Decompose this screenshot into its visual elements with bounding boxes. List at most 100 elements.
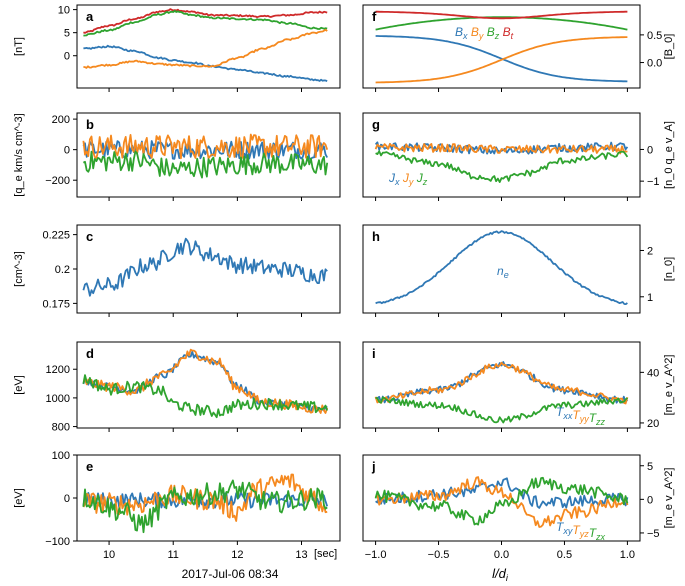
series-line-Tzz <box>375 396 628 424</box>
legend-sub: y <box>478 31 484 41</box>
y-tick-label: 0 <box>64 51 70 63</box>
series-line-Bt <box>83 28 328 69</box>
series-line-Txx <box>375 361 629 404</box>
legend-sub: y <box>408 177 414 187</box>
legend-entry-Tyy: T <box>572 408 581 422</box>
legend-entry-Tyz: T <box>572 523 581 537</box>
series-line-Bz <box>375 16 628 31</box>
panel-label: i <box>372 346 376 361</box>
y-axis-label: [eV] <box>13 488 25 508</box>
y-tick-label: 10 <box>58 5 70 17</box>
legend-entry-Txy: T <box>556 520 565 534</box>
y-tick-label: −100 <box>45 536 70 548</box>
legend-entry-By: B <box>471 25 479 39</box>
panel-f: 0.0 0.5 [B_0] f Bx By Bz Bt <box>362 4 675 92</box>
y-tick-label: 0 <box>64 493 70 505</box>
series-line-Tzx <box>374 476 629 526</box>
panel-label: g <box>372 117 380 132</box>
y-tick-label: 1200 <box>46 364 70 376</box>
x-tick-label: 1.0 <box>620 549 635 561</box>
panel-h: 1 2 [n_0] h ne <box>362 224 675 317</box>
y-tick-label: 0.175 <box>42 298 70 310</box>
legend-sub: t <box>511 31 514 41</box>
panel-e: −100 0 100 10 11 12 13 [eV] e <box>13 450 341 561</box>
panel-label: b <box>86 117 94 132</box>
y-axis-label: [eV] <box>13 375 25 395</box>
series-line-Tyz <box>374 476 629 528</box>
legend-entry-Bt: B <box>503 25 511 39</box>
panel-label: h <box>372 229 380 244</box>
axes-frame <box>76 341 341 429</box>
series-line-Tzx <box>82 479 328 534</box>
x-tick-label: 10 <box>103 549 115 561</box>
legend-entry-Tzz: T <box>589 411 598 425</box>
series-line-Tyz <box>82 473 328 522</box>
axes-frame <box>76 112 341 198</box>
legend-entry-Jz: J <box>416 171 424 185</box>
series-line-Jx <box>82 140 328 160</box>
panel-b: −200 0 200 [q_e km/s cm^-3] b <box>13 112 341 201</box>
panel-label: j <box>371 459 376 474</box>
y-tick-label: 1000 <box>46 393 70 405</box>
y-tick-label: 800 <box>52 422 70 434</box>
series-line-By <box>375 36 628 84</box>
series-line-By <box>83 10 328 37</box>
legend: Jx Jy Jz <box>388 171 428 187</box>
series-line-Jy <box>374 143 628 155</box>
legend-sub: xx <box>562 411 573 421</box>
legend-sub: x <box>462 31 468 41</box>
legend-sub: zz <box>595 417 606 427</box>
series-line-Tzz <box>82 374 329 419</box>
legend-sub: z <box>494 31 500 41</box>
y-axis-label: [B_0] <box>663 34 675 60</box>
x-tick-label: 13 <box>295 549 307 561</box>
series-line-Bt <box>375 10 628 20</box>
legend-sub: x <box>394 177 400 187</box>
y-tick-label: 20 <box>647 418 659 430</box>
panel-g: −1 0 [n_0 q_e v_A] g Jx Jy Jz <box>362 112 675 201</box>
y-tick-label: −5 <box>647 528 660 540</box>
legend-sub: e <box>504 270 509 280</box>
legend-entry-Txx: T <box>556 405 565 419</box>
y-axis-label: [cm^-3] <box>13 251 25 287</box>
series-line-Bx <box>83 8 328 34</box>
y-tick-label: 0.2 <box>55 264 70 276</box>
y-tick-label: 0.225 <box>42 230 70 242</box>
panel-label: d <box>86 346 94 361</box>
x-tick-label: −0.5 <box>428 549 450 561</box>
axes-frame <box>362 341 641 429</box>
legend: TxyTyzTzx <box>556 520 606 542</box>
series-line-ne <box>82 237 328 297</box>
legend-entry-Tzx: T <box>589 526 598 540</box>
legend-entry-ne: n <box>497 264 504 278</box>
legend-entry-Bz: B <box>487 25 495 39</box>
legend: TxxTyyTzz <box>556 405 606 427</box>
legend-sub: xy <box>562 526 573 536</box>
panel-label: a <box>86 9 94 24</box>
right-x-label-main: l/d <box>492 566 507 581</box>
series-line-Jz <box>375 150 629 183</box>
y-tick-label: 2 <box>647 245 653 257</box>
legend: ne <box>497 264 509 280</box>
y-tick-label: 5 <box>64 28 70 40</box>
series-line-Tyy <box>83 348 329 414</box>
legend-entry-Jx: J <box>388 171 396 185</box>
y-tick-label: 200 <box>52 114 70 126</box>
y-axis-label: [n_0] <box>663 257 675 281</box>
panel-label: c <box>86 229 93 244</box>
left-x-unit: [sec] <box>314 548 337 560</box>
series-line-ne <box>375 230 628 305</box>
legend-entry-Jy: J <box>402 171 410 185</box>
y-tick-label: −200 <box>45 175 70 187</box>
x-tick-label: −1.0 <box>365 549 387 561</box>
legend: Bx By Bz Bt <box>455 25 514 41</box>
panel-c: 0.175 0.2 0.225 [cm^-3] c <box>13 224 341 317</box>
series-line-Tyy <box>374 361 629 405</box>
x-tick-label: 0.5 <box>557 549 572 561</box>
panel-d: 800 1000 1200 [eV] d <box>13 341 341 434</box>
y-axis-label: [n_0 q_e v_A] <box>663 121 675 189</box>
panel-a: 0 5 10 [nT] a <box>13 4 341 92</box>
series-line-Jz <box>82 150 329 179</box>
y-axis-label: [q_e km/s cm^-3] <box>13 113 25 196</box>
